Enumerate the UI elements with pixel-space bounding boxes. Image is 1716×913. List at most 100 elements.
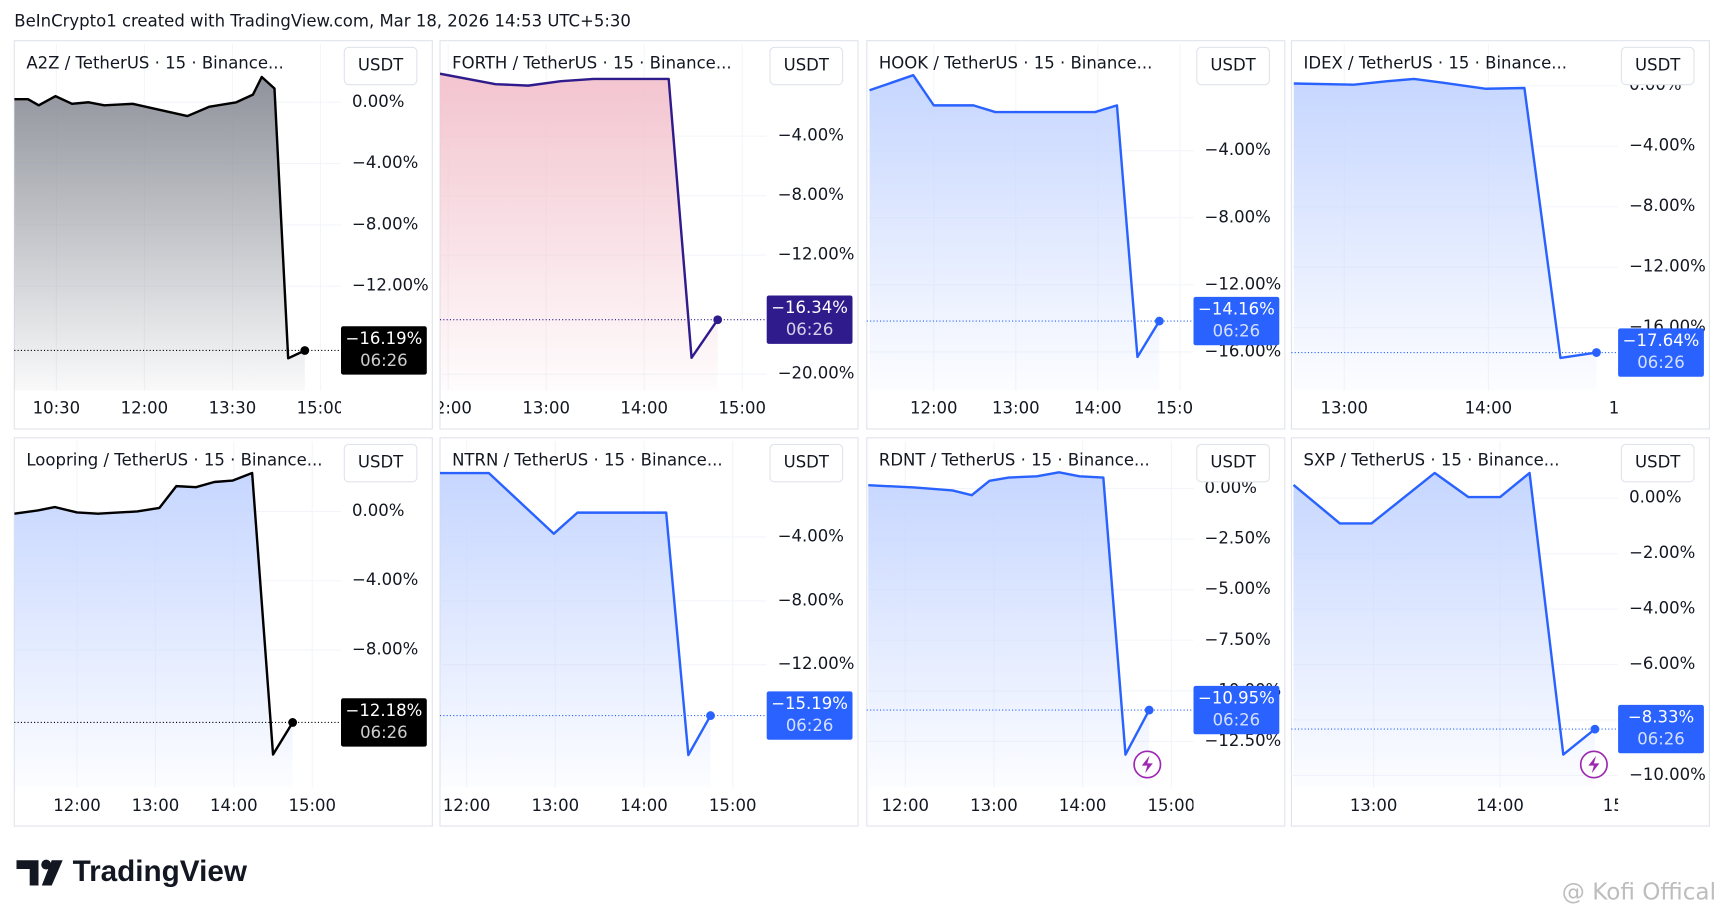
chart-title: RDNT / TetherUS · 15 · Binance... xyxy=(879,450,1150,469)
last-value-label: −8.33% xyxy=(1628,708,1694,727)
unit-label: USDT xyxy=(358,56,404,75)
x-tick-label: 14:00 xyxy=(1059,796,1107,815)
y-tick-label: −4.00% xyxy=(1629,599,1695,618)
unit-button xyxy=(1620,46,1695,86)
area xyxy=(869,75,1160,391)
last-value-label: −12.18% xyxy=(346,701,423,720)
x-tick-label: 12:00 xyxy=(424,399,472,418)
last-value-box xyxy=(1193,296,1280,346)
x-tick-label: 14:00 xyxy=(210,796,258,815)
x-tick-label: 14:00 xyxy=(1465,399,1513,418)
x-tick-label: 13:00 xyxy=(532,796,580,815)
y-tick-label: −12.00% xyxy=(1629,257,1706,276)
plot-area: 12:00 13:00 14:00 15:00 xyxy=(14,441,342,815)
countdown: 06:26 xyxy=(1213,711,1261,730)
chart-title: HOOK / TetherUS · 15 · Binance... xyxy=(879,53,1152,72)
chart-title: SXP / TetherUS · 15 · Binance... xyxy=(1304,450,1560,469)
price-line xyxy=(868,471,1151,756)
price-axis: 0.00% −4.00% −8.00% xyxy=(352,501,418,659)
chart-panel: 13:0014:0015:000.00%−4.00%−8.00%−12.00%−… xyxy=(1290,40,1710,430)
x-tick-label: 15:00 xyxy=(1609,399,1657,418)
last-point xyxy=(1590,724,1600,734)
chart-title: A2Z / TetherUS · 15 · Binance... xyxy=(26,53,283,72)
unit-label: USDT xyxy=(1210,56,1256,75)
x-tick-label: 15:00 xyxy=(1603,796,1651,815)
area xyxy=(440,473,711,788)
y-tick-label: −12.50% xyxy=(1205,731,1282,750)
countdown: 06:26 xyxy=(1213,322,1261,341)
stage: BeInCrypto1 created with TradingView.com… xyxy=(13,12,1716,906)
x-tick-label: 13:30 xyxy=(209,399,257,418)
unit-button xyxy=(1196,46,1270,86)
x-tick-label: 13:00 xyxy=(1350,796,1398,815)
x-tick-label: 12:00 xyxy=(121,399,169,418)
area xyxy=(1293,472,1595,788)
plot-area: 12:00 13:00 14:00 15:00 xyxy=(424,44,767,418)
x-tick-label: 13:00 xyxy=(970,796,1018,815)
unit-label: USDT xyxy=(1210,453,1256,472)
area xyxy=(440,73,718,391)
unit-label: USDT xyxy=(1635,56,1681,75)
y-tick-label: −8.00% xyxy=(1205,207,1271,226)
countdown: 06:26 xyxy=(360,723,408,742)
chart-panel: 10:30 12:00 13:30 15:00 0.00% −4.00% −8.00% −12… xyxy=(13,40,433,430)
x-tick-label: 14:00 xyxy=(1074,399,1122,418)
y-tick-label: −4.00% xyxy=(352,153,418,172)
countdown: 06:26 xyxy=(360,351,408,370)
x-tick-label: 12:00 xyxy=(881,796,929,815)
x-tick-label: 15:00 xyxy=(1156,399,1204,418)
last-point xyxy=(1144,705,1154,715)
last-value-box xyxy=(1193,685,1280,735)
y-tick-label: −5.00% xyxy=(1205,579,1271,598)
y-tick-label: −10.00% xyxy=(1629,765,1706,784)
x-tick-label: 14:00 xyxy=(620,796,668,815)
y-tick-label: −8.00% xyxy=(778,590,844,609)
price-line xyxy=(440,471,712,757)
unit-button xyxy=(1196,443,1270,483)
x-tick-label: 15:00 xyxy=(1148,796,1196,815)
plot-area: 10:30 12:00 13:30 15:00 xyxy=(14,44,342,418)
y-tick-label: −16.00% xyxy=(1205,341,1282,360)
y-tick-label: −12.00% xyxy=(1205,274,1282,293)
y-tick-label: 0.00% xyxy=(352,501,404,520)
unit-button xyxy=(343,46,418,86)
x-tick-label: 10:30 xyxy=(33,399,81,418)
countdown: 06:26 xyxy=(786,716,834,735)
unit-label: USDT xyxy=(784,56,830,75)
price-line xyxy=(1293,77,1597,360)
plot-area: 12:00 13:00 14:00 15:00 xyxy=(440,441,767,815)
y-tick-label: −4.00% xyxy=(352,570,418,589)
last-value-box xyxy=(766,691,853,740)
price-line xyxy=(1292,471,1596,756)
countdown: 06:26 xyxy=(1637,353,1685,372)
area xyxy=(14,76,305,391)
chart-panel: 12:00 13:00 14:00 15:00−4.00%−8.00%−12.00%−… xyxy=(866,40,1286,430)
logo-mark xyxy=(16,859,63,886)
last-value-box xyxy=(1618,704,1704,754)
last-point xyxy=(300,346,310,355)
chart-title: FORTH / TetherUS · 15 · Binance... xyxy=(452,53,731,72)
price-line xyxy=(14,471,294,756)
chart-panel: 13:00 14:00 15:00 0.00% −2.00% −4.00% −6.00% −8… xyxy=(1290,437,1710,827)
y-tick-label: −8.00% xyxy=(352,214,418,233)
chart-panel: 12:00 13:00 14:00 15:00 0.00% −4.00% −8.00% Loo… xyxy=(13,437,433,827)
y-tick-label: −8.00% xyxy=(778,185,844,204)
x-tick-label: 12:00 xyxy=(910,399,958,418)
x-tick-label: 14:00 xyxy=(1476,796,1524,815)
y-tick-label: 0.00% xyxy=(352,92,404,111)
y-tick-label: −12.00% xyxy=(352,276,429,295)
last-point xyxy=(1592,348,1601,357)
chart-title: NTRN / TetherUS · 15 · Binance... xyxy=(452,450,722,469)
last-value-label: −10.95% xyxy=(1198,689,1275,708)
price-axis: −4.00% −8.00% −12.00% −16.00% xyxy=(1205,140,1282,360)
y-tick-label: −6.00% xyxy=(1629,654,1695,673)
last-value-label: −14.16% xyxy=(1198,300,1275,319)
last-value-label: −15.19% xyxy=(771,694,848,713)
y-tick-label: −2.00% xyxy=(1629,543,1695,562)
unit-label: USDT xyxy=(784,453,830,472)
chart-title: Loopring / TetherUS · 15 · Binance... xyxy=(26,450,322,469)
x-tick-label: 15:00 xyxy=(288,796,336,815)
x-tick-label: 14:00 xyxy=(620,399,668,418)
charts: 10:30 12:00 13:30 15:00 0.00% −4.00% −8.00% −12… xyxy=(13,40,1710,827)
